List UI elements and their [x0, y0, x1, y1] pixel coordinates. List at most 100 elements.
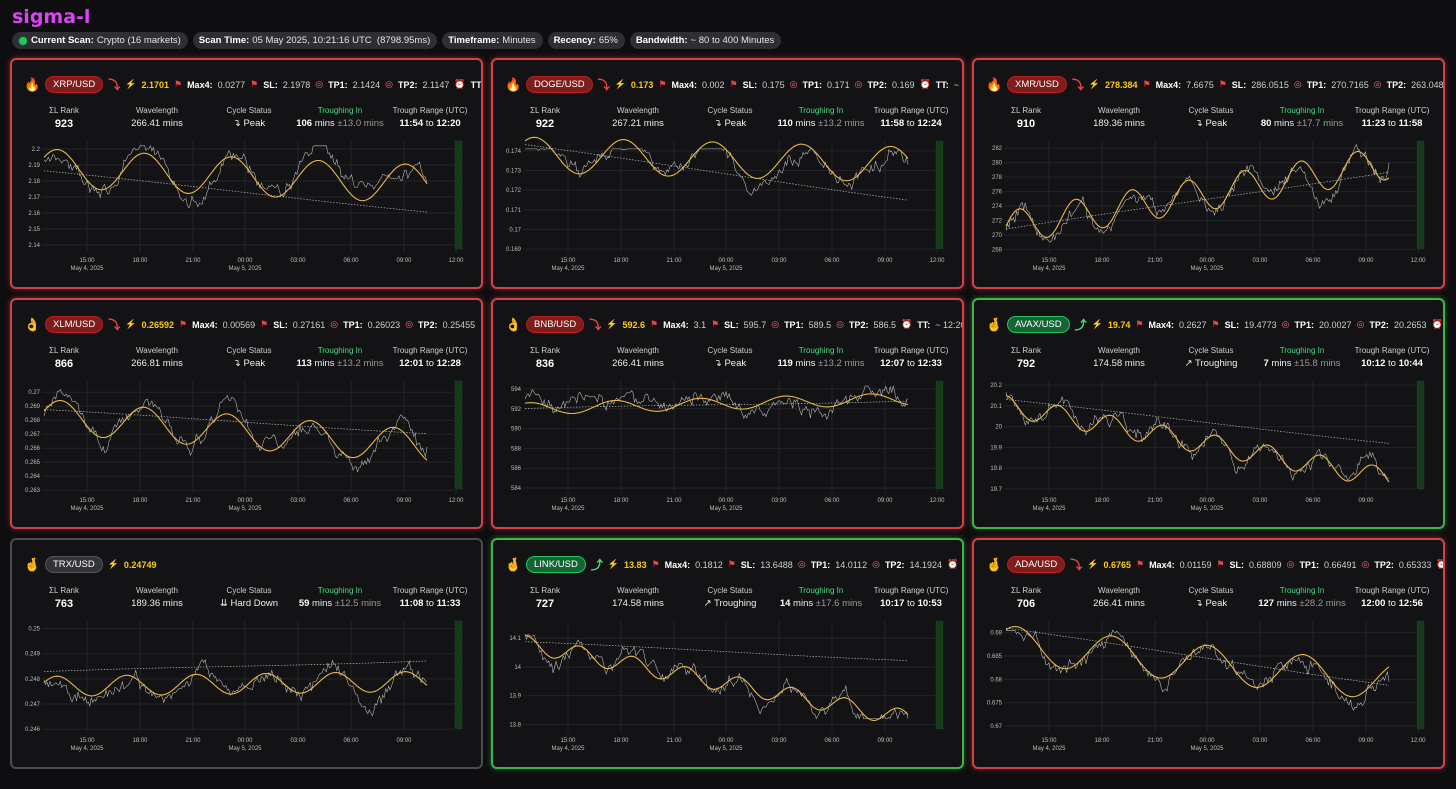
market-card[interactable]: 🔥 DOGE/USD ⤵ ⚡ 0.173 ⚑ Max4: 0.002 ⚑ SL: 0.1…	[491, 58, 964, 289]
max4-label: Max4:	[664, 559, 691, 570]
x-tick-label: 00:00	[718, 258, 734, 264]
x-tick-label: 00:00	[237, 498, 253, 504]
x-tick-label: 06:00	[824, 258, 840, 264]
rank-value: 866	[54, 358, 74, 370]
ticker-badge[interactable]: BNB/USD	[526, 316, 585, 333]
market-card[interactable]: 🤞 LINK/USD ⤴ ⚡ 13.83 ⚑ Max4: 0.1812 ⚑ SL: 13…	[491, 538, 964, 769]
price-cycle-chart[interactable]: 20.2 20.1 20 19.9 19.8 19.7 15:00 18:00 21:00 00:…	[974, 375, 1443, 525]
scan-time-pill[interactable]: Scan Time: 05 May 2025, 10:21:16 UTC (87…	[192, 32, 438, 49]
market-card[interactable]: 👌 BNB/USD ⤵ ⚡ 592.6 ⚑ Max4: 3.1 ⚑ SL: 595.7 …	[491, 298, 964, 529]
y-tick-label: 0.268	[25, 418, 41, 424]
wavelength-stat: Wavelength 266.81 mins	[97, 346, 217, 369]
troughing-in-value: 7 mins ±15.8 mins	[1263, 358, 1341, 369]
trough-window-band	[454, 620, 463, 730]
ticker-badge[interactable]: LINK/USD	[526, 556, 586, 573]
cycle-status-stat: Cycle Status ↴ Peak	[189, 346, 309, 369]
price-cycle-chart[interactable]: 0.69 0.685 0.68 0.675 0.67 15:00 18:00 21:00 00:…	[974, 615, 1443, 765]
price-cycle-chart[interactable]: 14.1 14 13.9 13.8 15:00 18:00 21:00 00:00 03:00 0…	[493, 615, 962, 765]
ticker-badge[interactable]: TRX/USD	[45, 556, 103, 573]
y-tick-label: 13.9	[509, 694, 521, 700]
market-card[interactable]: 👌 XLM/USD ⤵ ⚡ 0.26592 ⚑ Max4: 0.00569 ⚑ SL:…	[10, 298, 483, 529]
price-cycle-chart[interactable]: 282 280 278 276 274 272 270 268 15:00 18:00 21:00 0…	[974, 135, 1443, 285]
recency-pill[interactable]: Recency: 65%	[547, 32, 625, 49]
ok-hand-icon: 👌	[505, 316, 522, 332]
troughing-in-label: Troughing In	[317, 346, 363, 355]
ticker-badge[interactable]: DOGE/USD	[526, 76, 593, 93]
y-tick-label: 0.173	[506, 168, 522, 174]
cycle-status-label: Cycle Status	[707, 586, 753, 595]
tp1-label: TP1:	[1306, 79, 1327, 90]
x-tick-label: 09:00	[396, 498, 412, 504]
x-tick-label: 21:00	[666, 738, 682, 744]
y-tick-label: 280	[992, 161, 1003, 167]
troughing-in-value: 119 mins ±13.2 mins	[777, 358, 865, 369]
market-card[interactable]: 🔥 XMR/USD ⤵ ⚡ 278.384 ⚑ Max4: 7.6675 ⚑ SL: 2…	[972, 58, 1445, 289]
y-tick-label: 268	[992, 247, 1003, 253]
ticker-badge[interactable]: AVAX/USD	[1007, 316, 1070, 333]
price-series-line	[1005, 392, 1390, 482]
ticker-badge[interactable]: XLM/USD	[45, 316, 104, 333]
y-tick-label: 274	[992, 204, 1003, 210]
tp2-label: TP2:	[1369, 319, 1389, 330]
price-cycle-chart[interactable]: 594 592 590 588 586 584 15:00 18:00 21:00 00:00 03…	[493, 375, 962, 525]
x-tick-label: 15:00	[1041, 498, 1057, 504]
ticker-badge[interactable]: XMR/USD	[1007, 76, 1067, 93]
current-price: 592.6	[622, 319, 645, 330]
cycle-line	[43, 399, 428, 461]
date-label: May 5, 2025	[1190, 746, 1224, 752]
trough-window-band	[935, 140, 944, 250]
cycle-line	[524, 136, 909, 182]
cycle-status-stat: Cycle Status ↴ Peak	[670, 106, 790, 129]
card-header: 🤞 ADA/USD ⤵ ⚡ 0.6765 ⚑ Max4: 0.01159 ⚑ SL: 0…	[986, 556, 1443, 573]
trough-range-label: Trough Range (UTC)	[873, 106, 949, 115]
cycle-status-stat: Cycle Status ↴ Peak	[670, 346, 790, 369]
price-cycle-chart[interactable]: 2.2 2.19 2.18 2.17 2.16 2.15 2.14 15:00 18:00 21:…	[12, 135, 481, 285]
sl-value: 0.68809	[1249, 559, 1282, 570]
trough-range-value: 11:54 to 12:20	[399, 118, 461, 129]
bandwidth-pill[interactable]: Bandwidth: ~ 80 to 400 Minutes	[629, 32, 782, 49]
tt-value: ~ 12:11 UTC	[953, 79, 962, 90]
sl-label: SL:	[740, 559, 756, 570]
y-tick-label: 0.246	[25, 727, 41, 733]
cycle-status-label: Cycle Status	[226, 586, 272, 595]
tp1-value: 20.0027	[1319, 319, 1352, 330]
crossed-fingers-icon: 🤞	[986, 556, 1003, 572]
tp2-label: TP2:	[418, 319, 438, 330]
current-scan-pill[interactable]: Current Scan: Crypto (16 markets)	[12, 32, 188, 49]
cycle-status-icon: ↴	[232, 358, 241, 369]
tp2-label: TP2:	[1386, 79, 1407, 90]
ticker-badge[interactable]: XRP/USD	[45, 76, 104, 93]
lightning-icon: ⚡	[606, 319, 618, 329]
price-cycle-chart[interactable]: 0.174 0.173 0.172 0.171 0.17 0.169 15:00 18:00 2…	[493, 135, 962, 285]
price-cycle-chart[interactable]: 0.27 0.269 0.268 0.267 0.266 0.265 0.264 0.263 1…	[12, 375, 481, 525]
cycle-status-value: ↗ Troughing	[1184, 358, 1238, 369]
flag-icon: ⚑	[1218, 79, 1227, 89]
timeframe-pill[interactable]: Timeframe: Minutes	[442, 32, 543, 49]
rank-stat: ΣL Rank 706	[974, 586, 1086, 610]
market-card[interactable]: 🤞 AVAX/USD ⤴ ⚡ 19.74 ⚑ Max4: 0.2627 ⚑ SL: 19…	[972, 298, 1445, 529]
cycle-status-stat: Cycle Status ↴ Peak	[189, 106, 309, 129]
sl-label: SL:	[742, 79, 758, 90]
scan-time-label: Scan Time:	[198, 35, 250, 46]
date-label: May 4, 2025	[70, 746, 104, 752]
x-tick-label: 21:00	[1147, 258, 1163, 264]
tp2-label: TP2:	[867, 79, 887, 90]
crossed-fingers-icon: 🤞	[24, 556, 41, 572]
trough-range-label: Trough Range (UTC)	[1354, 106, 1430, 115]
trend-line	[524, 641, 909, 661]
market-card[interactable]: 🤞 TRX/USD ⚡ 0.24749 ΣL Rank 763 Wavelengt…	[10, 538, 483, 769]
price-cycle-chart[interactable]: 0.25 0.249 0.248 0.247 0.246 15:00 18:00 21:00 0…	[12, 615, 481, 765]
trough-range-stat: Trough Range (UTC) 11:58 to 12:24	[851, 106, 962, 129]
y-tick-label: 20.2	[990, 383, 1002, 389]
y-tick-label: 0.685	[987, 654, 1003, 660]
current-price: 19.74	[1107, 319, 1131, 330]
market-card[interactable]: 🔥 XRP/USD ⤵ ⚡ 2.1701 ⚑ Max4: 0.0277 ⚑ SL: 2.…	[10, 58, 483, 289]
x-tick-label: 18:00	[1094, 738, 1110, 744]
rank-label: ΣL Rank	[49, 346, 79, 355]
tt-label: TT:	[963, 560, 964, 570]
ticker-badge[interactable]: ADA/USD	[1007, 556, 1066, 573]
y-tick-label: 0.171	[506, 208, 522, 214]
market-card[interactable]: 🤞 ADA/USD ⤵ ⚡ 0.6765 ⚑ Max4: 0.01159 ⚑ SL: 0…	[972, 538, 1445, 769]
rank-label: ΣL Rank	[530, 346, 560, 355]
target-icon: ◎	[1281, 319, 1290, 329]
